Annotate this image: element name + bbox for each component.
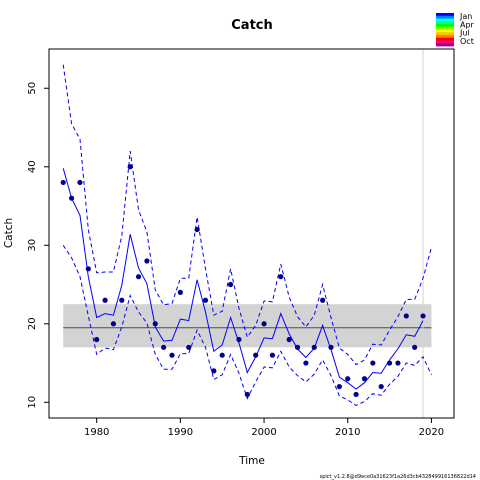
observation-point — [336, 383, 342, 390]
observation-point — [202, 297, 209, 303]
y-tick-label: 50 — [27, 82, 38, 95]
observation-point — [94, 336, 100, 343]
observation-point — [144, 258, 150, 264]
plot-frame — [48, 48, 455, 419]
observation-point — [395, 360, 401, 366]
observation-point — [361, 376, 368, 382]
legend-color-swatch — [436, 21, 454, 25]
legend-label: Jan — [459, 12, 472, 21]
observation-point — [110, 321, 117, 327]
legend-color-swatch — [436, 43, 454, 47]
legend-label: Oct — [460, 37, 474, 46]
observation-point — [286, 336, 292, 343]
x-tick-label: 2010 — [335, 427, 360, 438]
chart-title: Catch — [231, 18, 273, 33]
observation-point — [227, 281, 234, 288]
y-tick-label: 30 — [27, 239, 38, 252]
observation-point — [294, 344, 301, 350]
observation-point — [278, 274, 284, 280]
observation-point — [386, 360, 393, 366]
observation-point — [194, 226, 200, 233]
observation-point — [303, 360, 309, 366]
observation-point — [328, 344, 334, 350]
observation-point — [186, 344, 192, 350]
series-upper-line — [62, 64, 432, 366]
observation-point — [169, 352, 175, 358]
observation-point — [253, 352, 259, 358]
observation-point — [236, 336, 242, 343]
legend-color-swatch — [436, 15, 454, 19]
observation-point — [219, 352, 225, 358]
observation-point — [403, 313, 409, 319]
y-axis-label: Catch — [3, 218, 15, 248]
observation-point — [102, 297, 108, 303]
observation-point — [85, 266, 91, 272]
observation-point — [420, 313, 426, 319]
plot-area — [60, 49, 432, 418]
y-tick-label: 10 — [27, 396, 38, 409]
observation-point — [244, 391, 250, 398]
series-estimate-line — [62, 168, 424, 390]
observation-point — [68, 195, 75, 201]
x-tick-label: 1980 — [84, 427, 109, 438]
x-axis: 1980 1990 2000 2010 2020 — [84, 418, 444, 438]
observation-point — [370, 360, 376, 366]
observation-point — [412, 344, 418, 350]
series-lower-line — [62, 245, 432, 406]
reference-band — [63, 304, 432, 348]
observation-point — [119, 297, 125, 303]
y-tick-label: 20 — [27, 317, 38, 330]
legend-color-swatch — [436, 18, 454, 22]
legend-color-swatch — [436, 24, 454, 28]
legend-color-swatch — [436, 40, 454, 44]
legend-label: Apr — [460, 20, 475, 29]
observation-point — [320, 297, 326, 303]
legend-color-swatch — [436, 13, 454, 17]
legend-label: Jul — [459, 29, 470, 38]
y-tick-label: 40 — [27, 160, 38, 173]
observation-point — [152, 321, 158, 327]
observation-point — [60, 179, 66, 186]
observation-point — [177, 289, 183, 295]
x-axis-label: Time — [238, 455, 265, 467]
observation-point — [261, 321, 267, 327]
footer-version-text: spict_v1.2.8@d9ece0a31623f1a26d3cb432849… — [320, 474, 476, 480]
legend-color-swatch — [436, 29, 454, 33]
x-tick-label: 2020 — [419, 427, 444, 438]
observation-point — [161, 344, 167, 350]
observation-point — [269, 352, 276, 358]
legend-color-swatch — [436, 32, 454, 36]
y-axis: 10 20 30 40 50 — [27, 82, 49, 409]
observation-point — [127, 164, 133, 170]
observation-point — [211, 368, 217, 374]
observation-point — [135, 274, 142, 280]
observation-point — [345, 376, 351, 382]
observation-point — [311, 344, 317, 350]
observation-point — [77, 179, 83, 186]
legend-color-swatch — [436, 26, 454, 30]
x-tick-label: 1990 — [168, 427, 193, 438]
legend-color-swatch — [436, 35, 454, 39]
x-tick-label: 2000 — [251, 427, 276, 438]
observation-point — [378, 383, 384, 390]
observation-point — [353, 391, 359, 398]
legend-color-swatch — [436, 37, 454, 41]
